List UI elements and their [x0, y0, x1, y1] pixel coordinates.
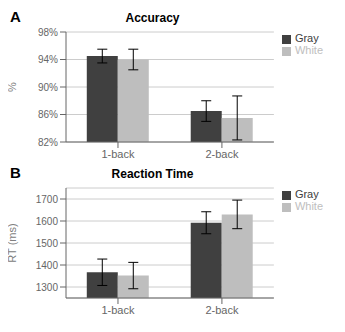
html-text:Reaction Time: Reaction Time [111, 167, 194, 181]
html-text:A: A [10, 8, 21, 25]
svg-text:98%: 98% [38, 28, 58, 38]
svg-text:1700: 1700 [36, 194, 59, 205]
html-text:White: White [294, 200, 323, 212]
svg-text:90%: 90% [38, 82, 58, 93]
html-text:B: B [10, 164, 21, 181]
svg-text:2-back: 2-back [205, 304, 239, 316]
svg-text:RT (ms): RT (ms) [8, 223, 18, 262]
svg-text:1500: 1500 [36, 238, 59, 249]
svg-text:94%: 94% [38, 54, 58, 65]
svg-text:1-back: 1-back [101, 304, 135, 316]
svg-text:86%: 86% [38, 109, 58, 120]
svg-text:1600: 1600 [36, 216, 59, 227]
svg-text:1-back: 1-back [101, 148, 135, 160]
html-text:White: White [294, 44, 323, 56]
html-text:Accuracy: Accuracy [125, 11, 180, 25]
svg-text:2-back: 2-back [205, 148, 239, 160]
svg-text:82%: 82% [38, 137, 58, 148]
html-text:Gray: Gray [294, 188, 319, 200]
svg-text:1300: 1300 [36, 282, 59, 293]
html-text:Gray: Gray [294, 32, 319, 44]
svg-text:1400: 1400 [36, 260, 59, 271]
svg-text:%: % [8, 82, 18, 92]
